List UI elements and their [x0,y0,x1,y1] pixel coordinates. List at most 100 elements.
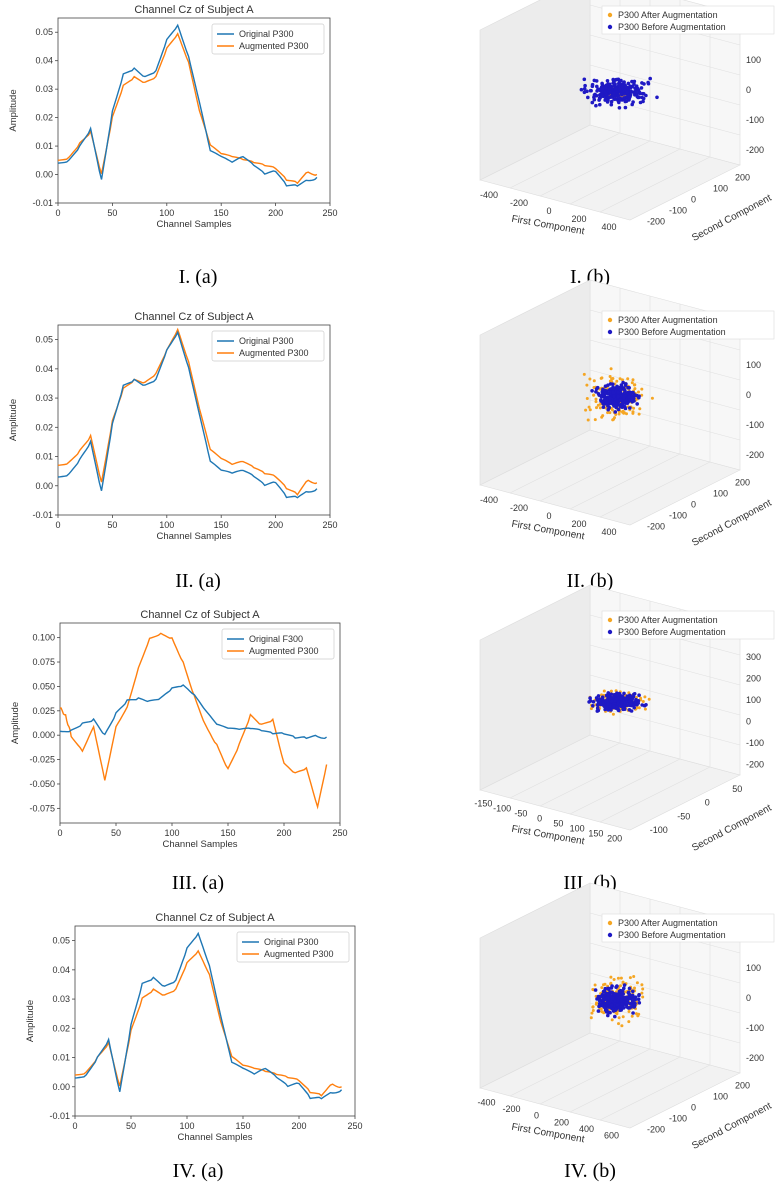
after-augmentation-point [615,379,619,383]
before-augmentation-point [618,995,623,999]
x-tick-label: -200 [510,503,528,513]
before-augmentation-point [618,387,623,392]
before-augmentation-point [604,401,609,406]
before-augmentation-point [622,983,627,987]
before-augmentation-point [628,406,632,410]
before-augmentation-point [604,698,609,703]
before-augmentation-point [583,83,587,88]
x-tick-label: 200 [291,1121,306,1131]
y-tick-label: -100 [669,206,687,216]
after-augmentation-point [584,408,588,412]
y-tick-label: 0.03 [52,994,70,1004]
before-augmentation-point [623,404,627,409]
after-augmentation-point [611,377,615,380]
x-tick-label: 0 [537,814,542,824]
before-augmentation-point [600,399,605,404]
before-augmentation-point [609,1003,614,1007]
x-tick-label: 200 [276,828,291,838]
before-augmentation-point [595,84,599,89]
y-tick-label: 0.01 [35,452,53,462]
y-axis-label: Second Component [690,803,773,854]
y-tick-label: -100 [650,825,668,835]
before-augmentation-point [591,700,596,704]
before-augmentation-point [618,989,622,994]
before-augmentation-point [605,707,609,711]
x-tick-label: 100 [159,208,174,218]
after-augmentation-point [594,400,598,404]
before-augmentation-point [613,1014,617,1019]
y-tick-label: 200 [735,1081,750,1091]
x-tick-label: 200 [268,520,283,530]
before-augmentation-point [611,390,616,395]
x-tick-label: 50 [126,1121,136,1131]
legend-box [601,913,775,943]
before-augmentation-point [641,96,646,101]
before-augmentation-point [618,404,623,409]
before-augmentation-point [622,391,627,395]
after-augmentation-point [638,407,642,411]
after-augmentation-point [600,1010,604,1014]
after-augmentation-point [598,406,602,410]
after-augmentation-point [594,1002,598,1006]
before-augmentation-point [616,394,621,399]
legend-swatch [607,12,613,18]
grid-line [539,750,651,807]
before-augmentation-point [606,992,610,996]
before-augmentation-point [630,398,634,402]
before-augmentation-point [625,401,630,405]
after-augmentation-point [627,1020,631,1024]
before-augmentation-point [596,1009,601,1013]
x-tick-label: 0 [72,1121,77,1131]
z-tick-label: -100 [746,1023,764,1033]
before-augmentation-point [622,80,626,84]
y-tick-label: -200 [647,217,665,227]
z-tick-label: 200 [746,674,761,684]
z-tick-label: 300 [746,652,761,662]
after-augmentation-point [602,689,606,693]
before-augmentation-point [588,88,593,93]
chart-title: Channel Cz of Subject A [134,311,254,323]
after-augmentation-point [641,700,645,703]
before-augmentation-point [622,395,626,400]
before-augmentation-point [609,102,614,107]
legend-box [221,628,335,660]
after-augmentation-point [608,411,612,415]
legend-label: Original P300 [239,336,294,346]
legend-label: P300 After Augmentation [618,615,718,625]
series-line [57,330,318,499]
before-augmentation-point [586,95,590,100]
after-augmentation-point [594,397,598,401]
before-augmentation-point [618,1008,622,1012]
series-line [57,32,318,185]
after-augmentation-point [609,689,613,693]
scatter3d-chart-III-b: -150-100-50050100150200-100-500504003002… [474,584,775,854]
before-augmentation-point [626,81,631,86]
after-augmentation-point [592,379,596,383]
y-tick-label: -0.050 [29,779,55,789]
before-augmentation-point [648,76,652,81]
grid-line [589,339,741,381]
x-tick-label: 200 [571,214,586,224]
after-augmentation-point [635,981,639,985]
before-augmentation-point [616,390,621,394]
before-augmentation-point [619,696,623,701]
after-augmentation-point [593,418,597,422]
before-augmentation-point [606,1010,611,1015]
before-augmentation-point [637,1001,642,1005]
after-augmentation-point [620,1024,624,1028]
x-tick-label: 400 [601,527,616,537]
after-augmentation-point [631,411,635,415]
after-augmentation-point [633,387,637,391]
line-chart-II-a: Channel Cz of Subject A 0 50 100 150 200 250 -0… [8,311,338,542]
after-augmentation-point [590,1011,594,1015]
legend-label: Augmented P300 [239,41,309,51]
y-tick-label: -0.01 [49,1111,70,1121]
before-augmentation-point [628,391,633,395]
after-augmentation-point [633,383,637,387]
before-augmentation-point [617,87,622,92]
before-augmentation-point [590,100,595,105]
before-augmentation-point [624,85,628,89]
before-augmentation-point [606,407,610,412]
before-augmentation-point [605,100,610,104]
after-augmentation-point [643,707,647,711]
